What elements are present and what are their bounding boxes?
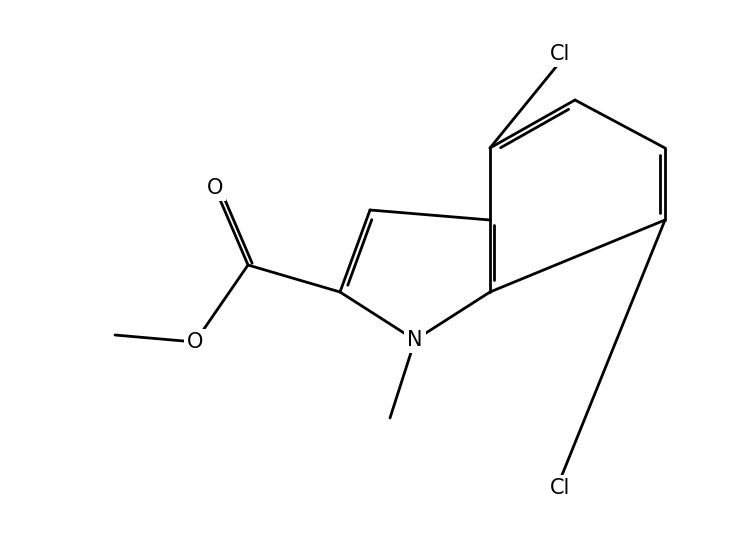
Text: N: N	[407, 330, 423, 350]
Text: O: O	[186, 332, 204, 352]
Text: Cl: Cl	[550, 478, 571, 498]
Text: O: O	[206, 178, 223, 198]
Text: Cl: Cl	[550, 44, 571, 64]
